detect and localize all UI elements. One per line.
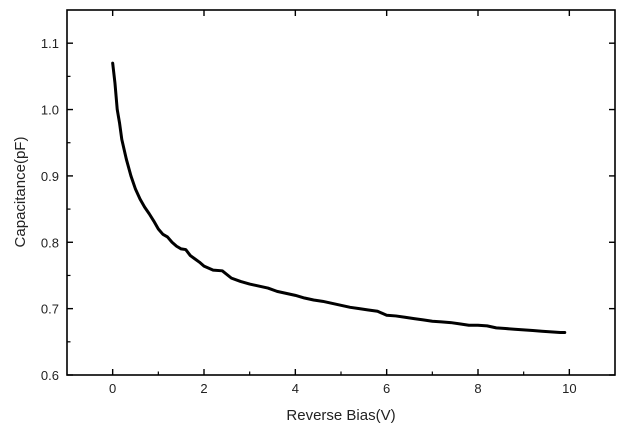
capacitance-line xyxy=(111,61,567,335)
axis-tick-labels: 0 2 4 6 8 10 0.6 0.7 0.8 0.9 1.0 1.1 xyxy=(41,36,577,396)
y-tick-label: 0.6 xyxy=(41,368,59,383)
x-tick-label: 8 xyxy=(474,381,481,396)
axis-ticks xyxy=(67,10,615,376)
x-tick-label: 10 xyxy=(562,381,576,396)
x-tick-label: 4 xyxy=(292,381,299,396)
x-axis-title: Reverse Bias(V) xyxy=(286,407,395,424)
x-tick-label: 6 xyxy=(383,381,390,396)
x-tick-label: 2 xyxy=(200,381,207,396)
x-tick-label: 0 xyxy=(109,381,116,396)
y-tick-label: 1.1 xyxy=(41,36,59,51)
y-tick-label: 0.9 xyxy=(41,169,59,184)
y-tick-label: 0.7 xyxy=(41,302,59,317)
y-tick-label: 0.8 xyxy=(41,235,59,250)
y-axis-title: Capacitance(pF) xyxy=(12,137,29,248)
y-tick-label: 1.0 xyxy=(41,103,59,118)
